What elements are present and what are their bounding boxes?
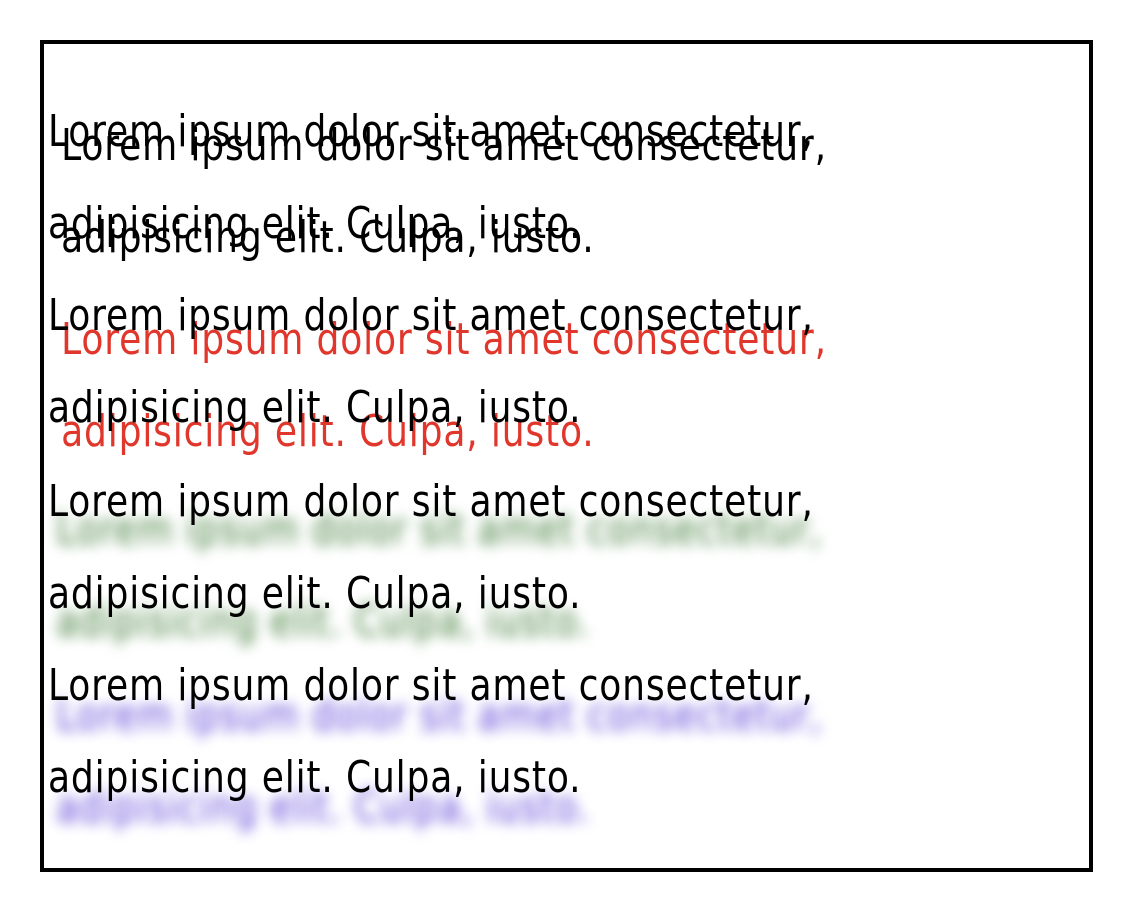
paragraph-purple-blur-shadow: Lorem ipsum dolor sit amet consectetur, … xyxy=(48,640,868,824)
paragraph-green-blur-shadow: Lorem ipsum dolor sit amet consectetur, … xyxy=(48,456,868,640)
paragraph-line: Lorem ipsum dolor sit amet consectetur, xyxy=(48,106,814,157)
paragraph-line: adipisicing elit. Culpa, iusto. xyxy=(48,198,582,249)
paragraph-line: Lorem ipsum dolor sit amet consectetur, xyxy=(48,660,814,711)
paragraph-line: adipisicing elit. Culpa, iusto. xyxy=(48,752,582,803)
paragraph-line: Lorem ipsum dolor sit amet consectetur, xyxy=(48,290,814,341)
paragraph-red-shadow: Lorem ipsum dolor sit amet consectetur, … xyxy=(48,270,868,454)
paragraph-line: adipisicing elit. Culpa, iusto. xyxy=(48,382,582,433)
paragraph-line: Lorem ipsum dolor sit amet consectetur, xyxy=(48,476,814,527)
text-shadow-demo-frame: Lorem ipsum dolor sit amet consectetur, … xyxy=(40,40,1093,872)
paragraph-black-shadow: Lorem ipsum dolor sit amet consectetur, … xyxy=(48,86,868,270)
paragraph-line: adipisicing elit. Culpa, iusto. xyxy=(48,568,582,619)
